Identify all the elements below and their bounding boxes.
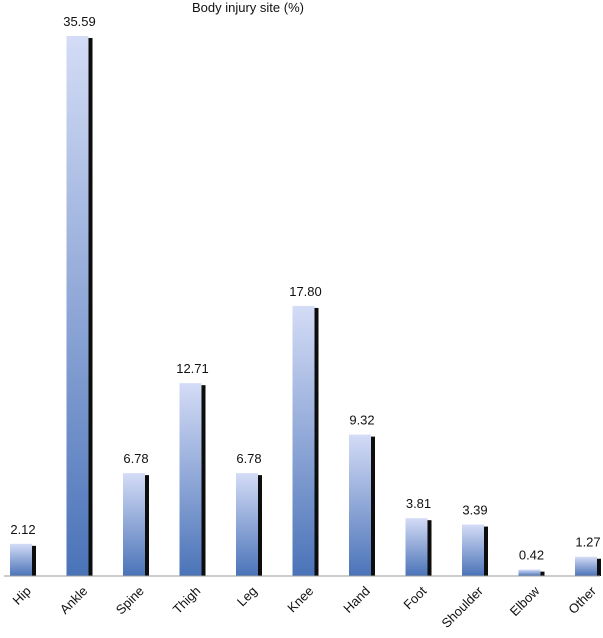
bar-spine <box>123 473 145 576</box>
bar-shadow-ankle <box>88 38 93 576</box>
chart-title: Body injury site (%) <box>192 0 304 15</box>
bar-shadow-leg <box>258 475 262 576</box>
value-label-hand: 9.32 <box>349 413 374 428</box>
bar-ankle <box>66 36 89 576</box>
bar-elbow <box>518 569 541 576</box>
x-tick-label-hip: Hip <box>9 583 33 607</box>
x-tick-label-spine: Spine <box>113 583 147 617</box>
x-tick-label-other: Other <box>565 583 599 617</box>
value-label-other: 1.27 <box>575 535 600 550</box>
x-tick-label-thigh: Thigh <box>170 583 204 617</box>
value-label-ankle: 35.59 <box>63 14 96 29</box>
x-tick-labels: Hip Ankle Spine Thigh Leg Knee Hand Foot Shoulde… <box>9 583 599 631</box>
x-tick-label-shoulder: Shoulder <box>438 583 486 631</box>
value-label-foot: 3.81 <box>406 496 431 511</box>
bar-shadow-shoulder <box>484 526 488 576</box>
bar-shadow-other <box>597 558 601 576</box>
x-tick-label-hand: Hand <box>340 583 373 616</box>
value-label-thigh: 12.71 <box>176 361 209 376</box>
bar-shadow-elbow <box>540 571 545 576</box>
bar-shadow-foot <box>427 520 432 576</box>
bar-shadow-spine <box>145 475 149 576</box>
x-tick-label-leg: Leg <box>234 583 260 609</box>
value-label-spine: 6.78 <box>123 451 148 466</box>
value-label-shoulder: 3.39 <box>462 503 487 518</box>
value-label-knee: 17.80 <box>289 284 322 299</box>
bar-other <box>575 556 597 576</box>
x-tick-label-foot: Foot <box>400 583 429 612</box>
value-label-hip: 2.12 <box>10 522 35 537</box>
x-tick-label-knee: Knee <box>284 583 316 615</box>
bars-group: 2.12 35.59 6.78 12.71 6.78 17.80 9.32 3.81 3.39 0… <box>10 14 601 576</box>
bar-shadow-hand <box>371 436 375 576</box>
value-label-elbow: 0.42 <box>519 548 544 563</box>
bar-shoulder <box>462 524 484 576</box>
bar-hand <box>349 434 371 576</box>
bar-knee <box>292 305 315 576</box>
value-label-leg: 6.78 <box>236 451 261 466</box>
bar-hip <box>10 543 32 576</box>
bar-shadow-thigh <box>201 385 206 576</box>
x-tick-label-ankle: Ankle <box>57 583 91 617</box>
bar-shadow-knee <box>314 307 319 576</box>
bar-leg <box>236 473 258 576</box>
bar-thigh <box>179 383 202 576</box>
bar-foot <box>405 518 428 576</box>
x-tick-label-elbow: Elbow <box>507 583 543 619</box>
bar-shadow-hip <box>32 545 36 576</box>
